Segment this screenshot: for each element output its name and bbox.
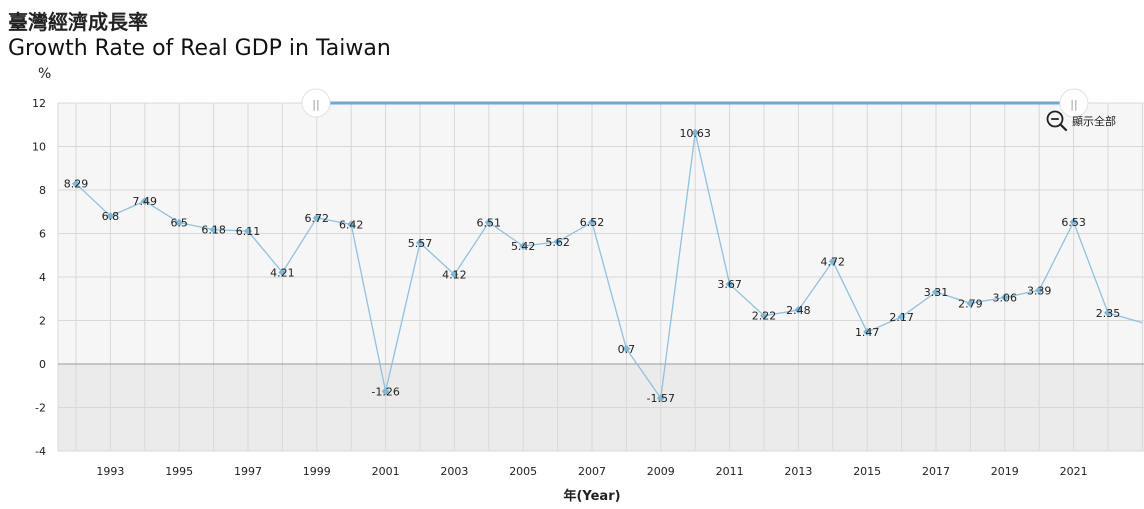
data-label: -1.26: [371, 385, 399, 398]
y-tick-label: -2: [35, 402, 46, 415]
data-point[interactable]: [381, 387, 390, 396]
data-label: 5.62: [545, 236, 570, 249]
data-point[interactable]: [416, 238, 424, 247]
range-handle-grip: ||: [312, 98, 319, 111]
data-point[interactable]: [312, 213, 321, 222]
data-label: 7.49: [133, 195, 158, 208]
chart-title-en: Growth Rate of Real GDP in Taiwan: [8, 36, 391, 61]
data-label: 6.51: [477, 216, 502, 229]
data-label: 4.21: [270, 266, 295, 279]
data-label: 6.5: [170, 217, 188, 230]
x-tick-label: 2005: [509, 465, 537, 478]
y-tick-label: -4: [35, 445, 46, 458]
data-label: 6.52: [580, 216, 605, 229]
data-label: 3.67: [717, 278, 742, 291]
data-point[interactable]: [656, 394, 665, 403]
data-label: 6.42: [339, 218, 364, 231]
x-tick-label: 2009: [647, 465, 675, 478]
range-handle-grip: ||: [1070, 98, 1077, 111]
data-label: 3.39: [1027, 284, 1052, 297]
y-axis-label: %: [38, 66, 51, 82]
x-tick-label: 1997: [234, 465, 262, 478]
data-label: 6.53: [1061, 216, 1086, 229]
y-tick-label: 6: [39, 228, 46, 241]
x-tick-label: 2015: [853, 465, 881, 478]
data-point[interactable]: [863, 328, 872, 337]
data-label: 4.12: [442, 268, 467, 281]
zoom-out-icon: [1046, 110, 1068, 132]
x-tick-label: 2003: [440, 465, 468, 478]
data-point[interactable]: [1000, 293, 1009, 302]
chart-title-zh: 臺灣經濟成長率: [8, 10, 148, 34]
data-point[interactable]: [244, 227, 252, 236]
data-point[interactable]: [932, 288, 940, 297]
y-tick-label: 10: [32, 141, 46, 154]
x-tick-label: 2013: [784, 465, 812, 478]
data-point[interactable]: [106, 212, 115, 221]
data-point[interactable]: [760, 311, 768, 320]
data-point[interactable]: [794, 306, 803, 315]
data-point[interactable]: [140, 197, 149, 206]
series-line: [75, 132, 1143, 400]
data-point[interactable]: [622, 344, 631, 353]
x-tick-label: 2019: [991, 465, 1019, 478]
data-label: 0.7: [618, 343, 636, 356]
data-label: 4.72: [821, 255, 846, 268]
y-tick-label: 0: [39, 358, 46, 371]
data-label: 3.06: [993, 291, 1018, 304]
data-point[interactable]: [828, 257, 837, 266]
y-tick-label: 8: [39, 184, 46, 197]
data-point[interactable]: [450, 270, 459, 279]
data-point[interactable]: [484, 218, 493, 227]
data-label: 1.47: [855, 326, 880, 339]
data-label: 2.48: [786, 304, 811, 317]
y-tick-label: 4: [39, 271, 46, 284]
data-label: 8.29: [64, 178, 89, 191]
data-point[interactable]: [1035, 286, 1044, 295]
range-handle-right[interactable]: [1059, 88, 1089, 118]
data-point[interactable]: [588, 218, 596, 227]
data-label: 2.35: [1096, 307, 1121, 320]
data-point[interactable]: [278, 268, 287, 277]
data-label: -1.57: [647, 392, 675, 405]
data-label: 2.17: [889, 311, 914, 324]
data-point[interactable]: [519, 242, 528, 251]
range-handle-left[interactable]: [301, 88, 331, 118]
data-point[interactable]: [725, 280, 734, 289]
data-point[interactable]: [966, 299, 975, 308]
x-tick-label: 1999: [303, 465, 331, 478]
data-label: 10.63: [679, 127, 711, 140]
data-label: 5.42: [511, 240, 536, 253]
show-all-button[interactable]: 顯示全部: [1046, 110, 1116, 132]
show-all-label: 顯示全部: [1072, 115, 1116, 128]
data-label: 6.72: [305, 212, 330, 225]
x-tick-label: 2017: [922, 465, 950, 478]
data-label: 2.79: [958, 297, 983, 310]
y-tick-label: 2: [39, 315, 46, 328]
x-tick-label: 1995: [165, 465, 193, 478]
data-point[interactable]: [209, 225, 218, 234]
data-label: 6.11: [236, 225, 261, 238]
data-point[interactable]: [1104, 308, 1112, 317]
data-point[interactable]: [691, 128, 700, 137]
x-axis-label: 年(Year): [563, 488, 620, 504]
data-label: 6.18: [201, 224, 226, 237]
x-tick-label: 2011: [716, 465, 744, 478]
data-point[interactable]: [72, 179, 80, 188]
data-point[interactable]: [1069, 217, 1078, 226]
data-point[interactable]: [347, 220, 356, 229]
data-label: 6.8: [102, 210, 120, 223]
x-tick-label: 2001: [372, 465, 400, 478]
data-point[interactable]: [553, 237, 562, 246]
data-label: 5.57: [408, 237, 433, 250]
data-point[interactable]: [175, 218, 184, 227]
x-tick-label: 2007: [578, 465, 606, 478]
y-tick-label: 12: [32, 97, 46, 110]
data-label: 2.22: [752, 310, 777, 323]
data-label: 3.31: [924, 286, 949, 299]
data-point[interactable]: [897, 312, 906, 321]
x-tick-label: 2021: [1060, 465, 1088, 478]
x-tick-label: 1993: [96, 465, 124, 478]
